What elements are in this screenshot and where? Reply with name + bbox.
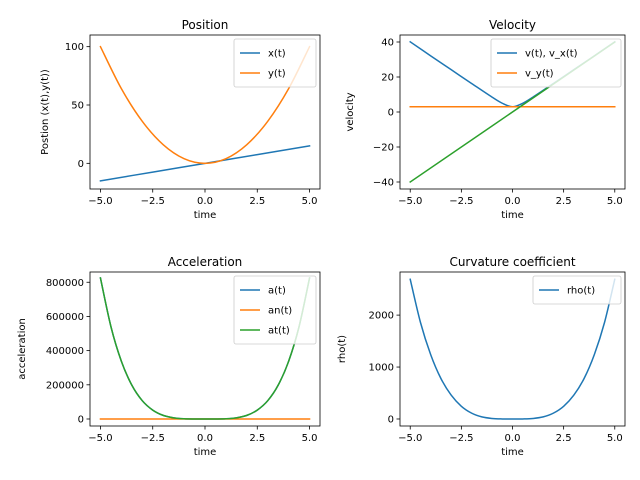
subplot-title: Position	[182, 18, 229, 32]
x-tick-label: −2.5	[141, 196, 165, 207]
legend-box	[490, 38, 622, 88]
legend: x(t) y(t)	[233, 38, 317, 88]
x-axis-label: time	[194, 210, 217, 221]
series-line-at-t-	[99, 277, 311, 420]
y-tick-label: 200000	[46, 380, 84, 391]
subplot-title: Velocity	[489, 18, 536, 32]
y-tick-label: 1000	[369, 363, 394, 374]
subplot-title: Curvature coefficient	[449, 255, 575, 269]
subplot-title: Acceleration	[168, 255, 243, 269]
x-tick-label: 5.0	[607, 196, 623, 207]
x-tick-label: −2.5	[141, 433, 165, 444]
legend-entry: y(t)	[268, 69, 286, 80]
legend-box	[233, 275, 317, 345]
y-axis-label: velocity	[345, 92, 356, 131]
x-tick-label: −5.0	[88, 196, 112, 207]
legend-entry: an(t)	[268, 306, 292, 317]
x-tick-label: 2.5	[249, 433, 265, 444]
y-tick-label: −20	[373, 143, 394, 154]
legend-entry: rho(t)	[567, 286, 595, 297]
legend: rho(t)	[532, 275, 622, 305]
x-tick-label: 2.5	[556, 433, 572, 444]
legend: v(t), v_x(t) v_y(t)	[490, 38, 622, 88]
y-tick-label: 600000	[46, 312, 84, 323]
y-tick-label: 400000	[46, 346, 84, 357]
subplot-2: Velocity −5.0 −2.5 0.0 2.5 5.0 −40 −20 0 20 40 time…	[345, 18, 626, 221]
legend-entry: a(t)	[268, 286, 286, 297]
legend-entry: at(t)	[268, 326, 290, 337]
x-tick-label: 5.0	[607, 433, 623, 444]
x-axis-label: time	[501, 210, 524, 221]
subplot-4: Curvature coefficient −5.0 −2.5 0.0 2.5 5.0 0 1…	[337, 255, 626, 458]
y-tick-label: 0	[388, 414, 394, 425]
x-tick-label: −5.0	[88, 433, 112, 444]
series-line-y-t-	[99, 45, 311, 165]
y-tick-label: 0	[78, 414, 84, 425]
legend-entry: x(t)	[268, 49, 286, 60]
y-tick-label: 50	[71, 101, 84, 112]
x-tick-label: 5.0	[302, 196, 318, 207]
legend-entry: v_y(t)	[525, 69, 554, 80]
y-tick-label: 0	[388, 108, 394, 119]
series-line-rho-t-	[409, 278, 616, 420]
y-tick-label: 100	[65, 42, 84, 53]
y-tick-label: 2000	[369, 311, 394, 322]
x-axis-label: time	[501, 447, 524, 458]
x-tick-label: −2.5	[449, 196, 473, 207]
legend: a(t) an(t) at(t)	[233, 275, 317, 345]
y-tick-label: 20	[381, 73, 394, 84]
y-tick-label: 0	[78, 159, 84, 170]
x-tick-label: 0.0	[197, 433, 213, 444]
x-tick-label: 0.0	[197, 196, 213, 207]
x-tick-label: −5.0	[398, 196, 422, 207]
legend-box	[532, 275, 622, 305]
y-axis-label: rho(t)	[337, 335, 348, 363]
x-tick-label: 2.5	[249, 196, 265, 207]
y-tick-label: 800000	[46, 278, 84, 289]
x-tick-label: −2.5	[449, 433, 473, 444]
x-tick-label: 5.0	[302, 433, 318, 444]
x-tick-label: 0.0	[505, 196, 521, 207]
x-tick-label: 2.5	[556, 196, 572, 207]
subplot-3: Acceleration −5.0 −2.5 0.0 2.5 5.0 0 200000 4000…	[17, 255, 321, 458]
subplot-1: Position −5.0 −2.5 0.0 2.5 5.0 0 50 100 time Posti…	[40, 18, 321, 221]
x-axis-label: time	[194, 447, 217, 458]
x-tick-label: 0.0	[505, 433, 521, 444]
y-tick-label: 40	[381, 38, 394, 49]
legend-box	[233, 38, 317, 88]
y-tick-label: −40	[373, 178, 394, 189]
x-tick-label: −5.0	[398, 433, 422, 444]
legend-entry: v(t), v_x(t)	[525, 49, 578, 60]
y-axis-label: acceleration	[17, 318, 28, 380]
y-axis-label: Postion (x(t),y(t))	[40, 69, 51, 155]
